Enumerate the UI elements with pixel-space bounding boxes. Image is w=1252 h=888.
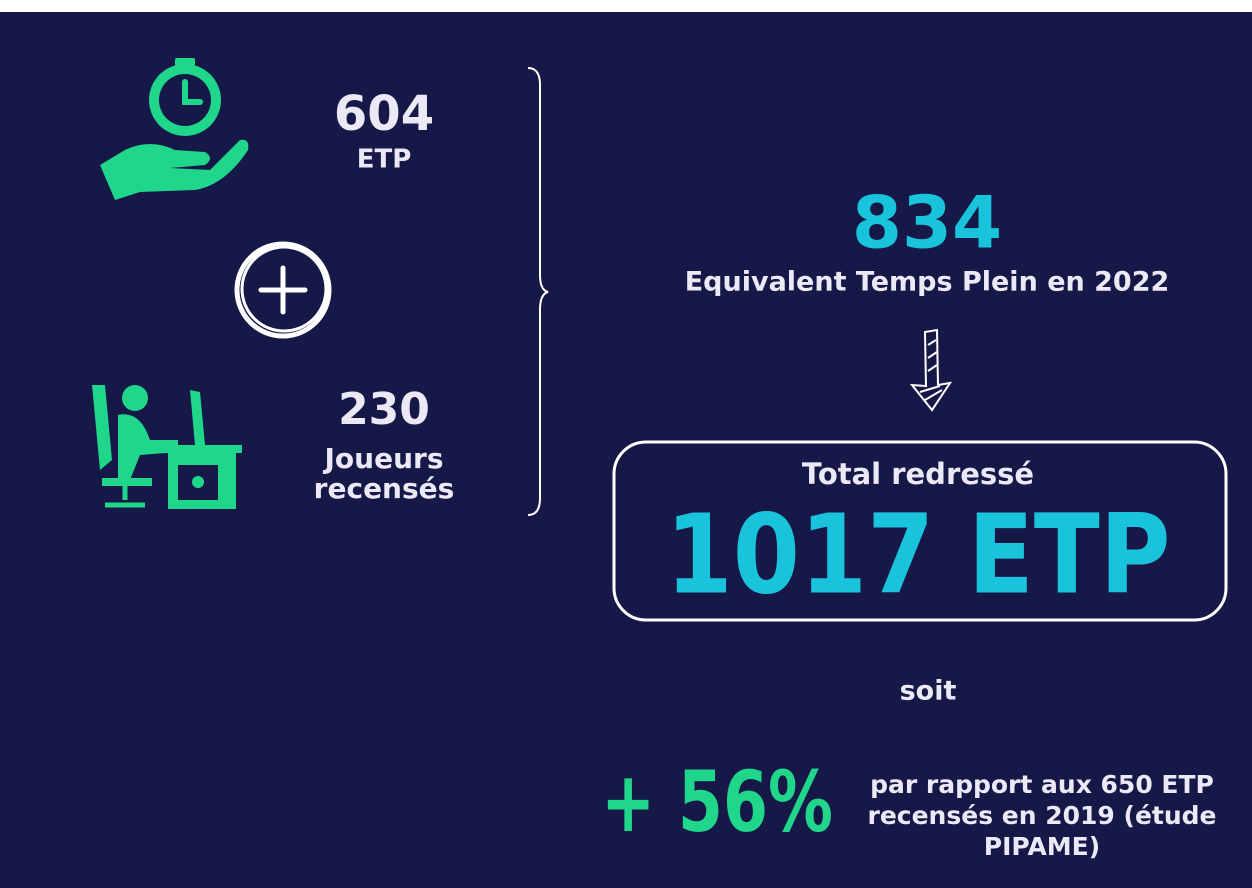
bottom-label-line: Joueurs [323, 442, 444, 475]
growth-value: + 56% [601, 753, 833, 851]
bottom-number: 230 [338, 384, 430, 435]
growth-text-line: par rapport aux 650 ETP [870, 770, 1214, 799]
bottom-label-line: recensés [314, 472, 455, 505]
top-label: ETP [357, 145, 412, 175]
total-number: 834 [852, 181, 1002, 265]
top-number: 604 [334, 86, 434, 142]
total-caption: Equivalent Temps Plein en 2022 [685, 267, 1170, 298]
box-title: Total redressé [802, 457, 1034, 491]
box-value: 1017 ETP [666, 490, 1171, 618]
gamer-icon [92, 385, 242, 509]
clock-hand-icon [100, 58, 249, 200]
growth-text-line: PIPAME) [984, 832, 1100, 861]
plus-icon [234, 241, 332, 339]
connector: soit [900, 676, 957, 707]
brace [527, 67, 549, 516]
growth-text-line: recensés en 2019 (étude [868, 801, 1217, 830]
result-box [612, 440, 1228, 622]
down-arrow [909, 328, 953, 412]
